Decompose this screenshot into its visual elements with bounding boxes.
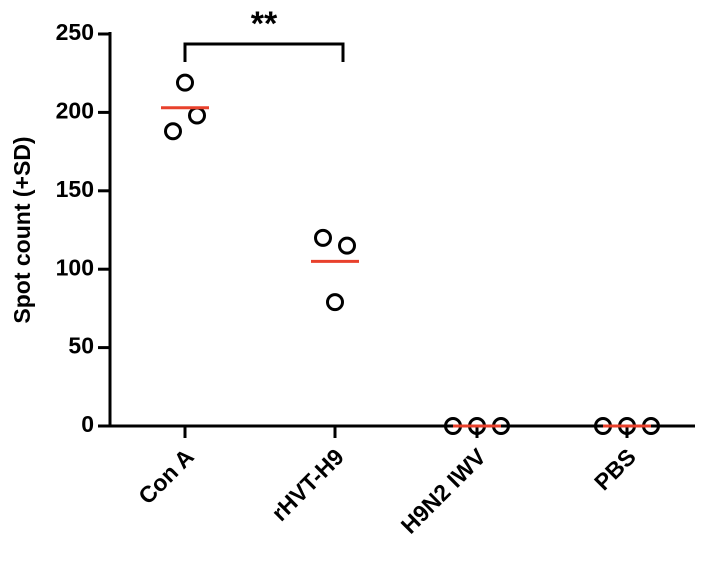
x-tick-label: PBS <box>589 443 641 495</box>
x-tick-label: Con A <box>133 443 199 509</box>
significance-bracket <box>183 42 345 62</box>
y-tick-label: 250 <box>56 19 94 45</box>
y-tick-label: 50 <box>68 333 94 359</box>
data-point <box>314 228 332 247</box>
significance-label: ** <box>251 5 278 43</box>
data-point <box>164 122 182 141</box>
y-tick-label: 200 <box>56 97 94 123</box>
y-axis-label: Spot count (+SD) <box>9 136 35 323</box>
y-tick-label: 0 <box>81 411 94 437</box>
y-tick-label: 100 <box>56 254 94 280</box>
data-point <box>338 236 356 255</box>
data-point <box>188 106 206 125</box>
x-tick-label: rHVT-H9 <box>266 443 349 526</box>
data-point <box>326 293 344 312</box>
y-tick-label: 150 <box>56 176 94 202</box>
data-point <box>176 73 194 92</box>
x-tick-label: H9N2 IWV <box>396 443 492 539</box>
